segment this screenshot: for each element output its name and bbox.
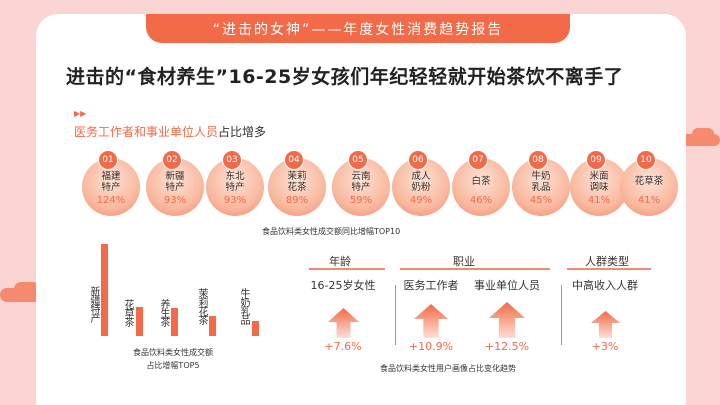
profile-label: 16-25岁女性 xyxy=(310,279,376,292)
top10-label: 东北 特产 xyxy=(206,171,264,193)
rank-badge: 02 xyxy=(162,150,182,170)
subheading-rest: 占比增多 xyxy=(218,125,267,139)
top10-percent: 41% xyxy=(587,195,611,206)
rank-badge: 06 xyxy=(408,150,428,170)
up-arrow-icon xyxy=(414,304,448,338)
top10-label-line1: 东北 xyxy=(225,171,245,182)
top5-bar xyxy=(101,244,108,336)
top10-label: 成人 奶粉 xyxy=(392,171,450,193)
top10-label-line1: 云南 xyxy=(351,171,371,182)
up-arrow-icon xyxy=(590,311,620,338)
top10-label-line1: 成人 xyxy=(411,171,431,182)
divider-crowd xyxy=(567,268,651,270)
top10-label: 牛奶 乳品 xyxy=(512,171,570,193)
rank-badge: 03 xyxy=(222,150,242,170)
top10-percent: 93% xyxy=(223,195,247,206)
top10-label-line2: 乳品 xyxy=(531,182,551,193)
header-age: 年龄 xyxy=(329,255,351,268)
top5-bar xyxy=(136,307,143,336)
cloud-left-top xyxy=(14,282,40,296)
top5-label: 新疆特产 xyxy=(88,286,99,322)
top10-label: 白茶 xyxy=(452,176,510,187)
top10-label-line1: 牛奶 xyxy=(531,171,551,182)
top10-label: 花草茶 xyxy=(620,176,678,187)
subheading: 医务工作者和事业单位人员占比增多 xyxy=(74,123,266,140)
rank-badge: 10 xyxy=(636,150,656,170)
top10-label-line2: 特产 xyxy=(351,182,371,193)
up-arrow-icon xyxy=(327,308,359,338)
top10-percent: 89% xyxy=(285,195,309,206)
top10-label-line2: 调味 xyxy=(589,182,609,193)
report-banner: “进击的女神”——年度女性消费趋势报告 xyxy=(146,14,570,43)
top10-label: 米面 调味 xyxy=(570,171,628,193)
profile-value: +7.6% xyxy=(324,340,362,353)
top10-percent: 93% xyxy=(163,195,187,206)
rank-badge: 04 xyxy=(284,150,304,170)
top10-label: 新疆 特产 xyxy=(146,171,204,193)
top10-label-line1: 米面 xyxy=(589,171,609,182)
separator-1 xyxy=(395,285,396,345)
top10-label-line1: 花草茶 xyxy=(634,176,664,187)
rank-badge: 08 xyxy=(528,150,548,170)
profile-value: +10.9% xyxy=(408,340,454,353)
profile-label: 医务工作者 xyxy=(403,279,459,292)
up-arrow-icon xyxy=(489,302,525,338)
top10-label: 云南 特产 xyxy=(332,171,390,193)
top5-caption-line1: 食品饮料类女性成交额 xyxy=(133,348,213,357)
top10-label-line2: 特产 xyxy=(165,182,185,193)
profile-caption: 食品饮料类女性用户画像占比变化趋势 xyxy=(380,364,516,373)
top10-percent: 46% xyxy=(469,195,493,206)
double-arrow-icon: ▶▶ xyxy=(74,109,87,118)
rank-badge: 07 xyxy=(468,150,488,170)
divider-job xyxy=(400,268,550,270)
top10-label-line1: 白茶 xyxy=(471,176,491,187)
separator-2 xyxy=(561,285,562,345)
headline: 进击的“食材养生”16-25岁女孩们年纪轻轻就开始茶饮不离手了 xyxy=(66,66,624,88)
top5-bar xyxy=(171,308,178,336)
top5-label: 养生茶 xyxy=(158,299,169,326)
top10-label-line2: 奶粉 xyxy=(411,182,431,193)
profile-label: 中高收入人群 xyxy=(572,279,638,292)
top10-label: 茉莉 花茶 xyxy=(268,171,326,193)
rank-badge: 05 xyxy=(348,150,368,170)
top10-percent: 124% xyxy=(96,195,126,206)
top10-percent: 45% xyxy=(529,195,553,206)
top10-label-line1: 新疆 xyxy=(165,171,185,182)
top5-bar xyxy=(252,321,259,336)
top5-label: 花草茶 xyxy=(122,299,133,326)
profile-value: +12.5% xyxy=(484,340,530,353)
header-crowd: 人群类型 xyxy=(585,255,629,268)
top10-percent: 59% xyxy=(349,195,373,206)
top10-label-line2: 特产 xyxy=(225,182,245,193)
top10-percent: 41% xyxy=(637,195,661,206)
rank-badge: 09 xyxy=(586,150,606,170)
top5-caption-line2: 占比增幅TOP5 xyxy=(146,361,200,370)
subheading-highlight: 医务工作者和事业单位人员 xyxy=(74,125,219,139)
top5-label: 牛奶乳品 xyxy=(238,288,249,324)
top5-bar xyxy=(209,316,216,336)
rank-badge: 01 xyxy=(98,150,118,170)
top10-label: 福建 特产 xyxy=(82,171,140,193)
divider-age xyxy=(309,268,385,270)
profile-value: +3% xyxy=(591,340,619,353)
top10-label-line1: 福建 xyxy=(101,171,121,182)
profile-label: 事业单位人员 xyxy=(474,279,540,292)
cloud-right-top xyxy=(692,128,714,140)
top10-label-line2: 花茶 xyxy=(287,182,307,193)
top10-label-line1: 茉莉 xyxy=(287,171,307,182)
top10-percent: 49% xyxy=(409,195,433,206)
top10-caption: 食品饮料类女性成交额同比增幅TOP10 xyxy=(262,227,401,236)
top10-label-line2: 特产 xyxy=(101,182,121,193)
top5-label: 茉莉花茶 xyxy=(196,288,207,324)
header-job: 职业 xyxy=(453,255,475,268)
